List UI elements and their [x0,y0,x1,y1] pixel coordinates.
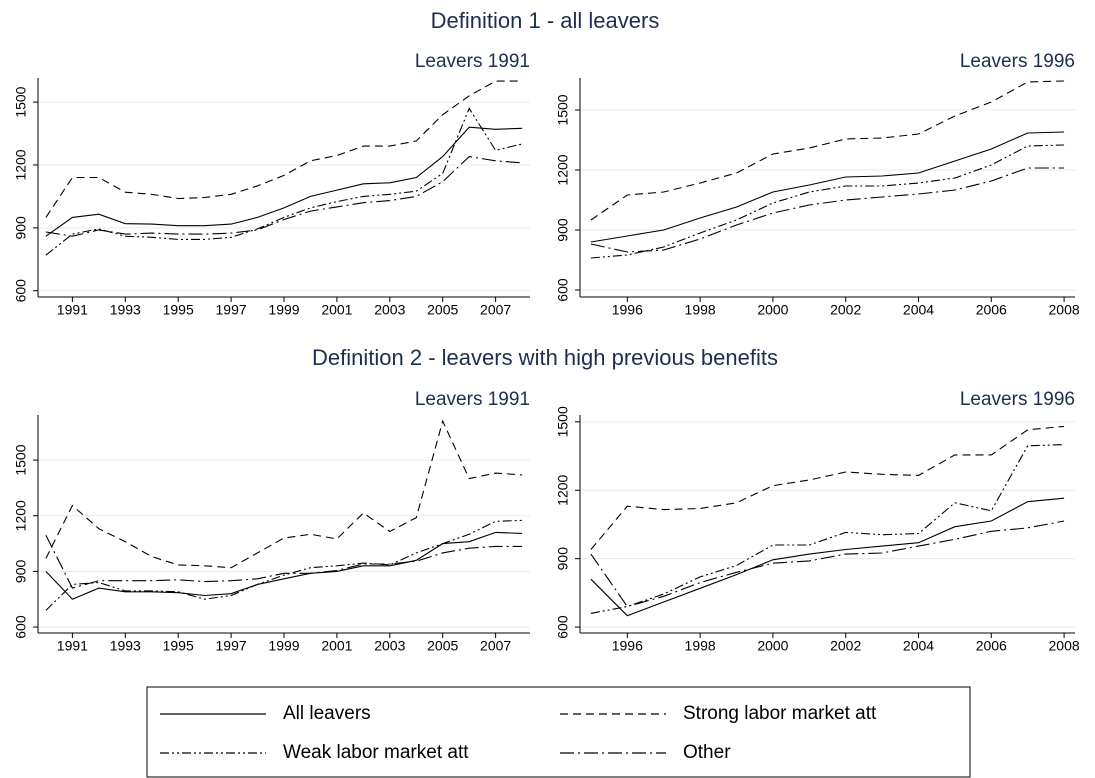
x-tick-label: 2002 [830,302,861,318]
x-tick-label: 2008 [1049,302,1080,318]
y-tick-label: 900 [555,547,571,571]
x-tick-label: 2001 [321,638,352,654]
x-tick-label: 2003 [374,638,405,654]
x-tick-label: 1998 [685,302,716,318]
series-line [590,144,1065,259]
x-tick-label: 1996 [612,638,643,654]
y-tick-label: 1200 [13,149,29,180]
series-line [45,156,523,237]
y-tick-label: 600 [555,615,571,639]
series-line [590,520,1065,608]
x-tick-label: 2006 [976,638,1007,654]
x-tick-label: 1993 [110,302,141,318]
section-title: Definition 2 - leavers with high previou… [312,345,778,370]
x-tick-label: 1991 [57,302,88,318]
x-tick-label: 1993 [110,638,141,654]
x-tick-label: 1998 [685,638,716,654]
panel-subtitle: Leavers 1991 [415,51,530,72]
x-tick-label: 2005 [427,638,458,654]
series-line [590,497,1065,617]
y-tick-label: 600 [555,278,571,302]
x-tick-label: 2004 [903,638,934,654]
y-tick-label: 600 [13,279,29,303]
x-tick-label: 1999 [268,638,299,654]
x-tick-label: 1997 [216,638,247,654]
x-tick-label: 2007 [480,638,511,654]
y-tick-label: 1500 [555,94,571,125]
y-tick-label: 1500 [13,86,29,117]
x-tick-label: 2000 [757,302,788,318]
series-line [590,131,1065,243]
y-tick-label: 900 [13,560,29,584]
y-tick-label: 1200 [555,154,571,185]
x-tick-label: 1995 [163,302,194,318]
panel-subtitle: Leavers 1991 [415,389,530,410]
x-tick-label: 1997 [216,302,247,318]
y-tick-label: 600 [13,615,29,639]
x-tick-label: 2001 [321,302,352,318]
x-tick-label: 1995 [163,638,194,654]
x-tick-label: 2005 [427,302,458,318]
panel-subtitle: Leavers 1996 [960,51,1075,72]
y-tick-label: 1200 [555,474,571,505]
series-line [45,531,523,600]
series-line [45,80,523,218]
x-tick-label: 2002 [830,638,861,654]
series-line [45,107,523,256]
y-tick-label: 900 [555,218,571,242]
legend-label: All leavers [283,703,371,724]
y-tick-label: 1200 [13,500,29,531]
y-tick-label: 1500 [13,444,29,475]
legend-box [146,686,971,778]
series-line [590,425,1065,550]
legend-label: Other [683,742,731,763]
section-title: Definition 1 - all leavers [431,8,660,33]
x-tick-label: 1999 [268,302,299,318]
legend-label: Weak labor market att [283,742,469,763]
x-tick-label: 2008 [1049,638,1080,654]
x-tick-label: 2000 [757,638,788,654]
panel-subtitle: Leavers 1996 [960,389,1075,410]
series-line [45,519,523,611]
x-tick-label: 2007 [480,302,511,318]
series-line [45,126,523,237]
legend-label: Strong labor market att [683,703,877,724]
x-tick-label: 1996 [612,302,643,318]
x-tick-label: 2006 [976,302,1007,318]
y-tick-label: 1500 [555,406,571,437]
x-tick-label: 1991 [57,638,88,654]
series-line [590,167,1065,253]
series-line [590,80,1065,221]
x-tick-label: 2004 [903,302,934,318]
series-line [45,419,523,569]
y-tick-label: 900 [13,216,29,240]
series-line [45,534,523,589]
x-tick-label: 2003 [374,302,405,318]
series-line [590,444,1065,614]
